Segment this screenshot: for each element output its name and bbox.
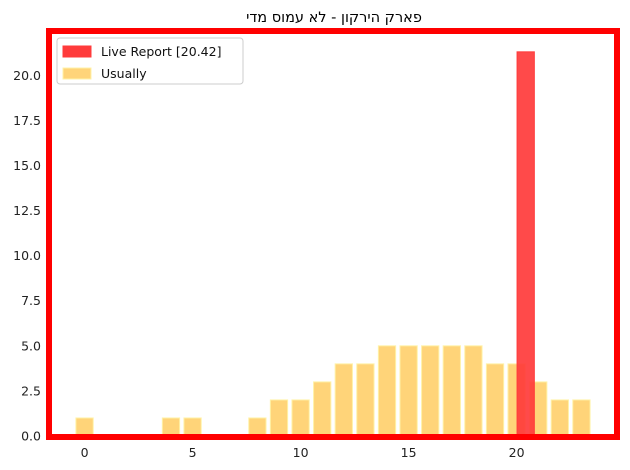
usual-bar: [248, 417, 267, 437]
usual-bar: [269, 399, 289, 437]
usual-bar: [421, 345, 440, 437]
y-tick-label: 20.0: [13, 68, 41, 83]
y-tick-label: 5.0: [21, 338, 41, 353]
y-tick-label: 10.0: [13, 248, 41, 263]
usual-bar: [464, 345, 483, 437]
y-axis: 0.0 2.5 5.0 7.5 10.0 12.5 15.0 17.5 20.0: [13, 68, 50, 444]
x-tick-label: 5: [189, 445, 197, 460]
highlight-frame: [46, 28, 620, 440]
usual-bar: [572, 399, 591, 437]
usual-bar: [356, 363, 375, 437]
usual-bar: [75, 417, 94, 437]
usual-bar: [485, 363, 505, 437]
legend[interactable]: Live Report [20.42] Usually: [56, 37, 244, 85]
y-tick-label: 0.0: [21, 429, 41, 444]
usual-bar: [291, 399, 310, 437]
x-tick-label: 20: [509, 445, 525, 460]
chart-title: פארק הירקון - לא עמוס מדי: [246, 10, 422, 26]
live-bar: [516, 51, 535, 437]
legend-box: [56, 37, 244, 85]
usual-series-bars: [75, 345, 591, 437]
usual-bar: [334, 363, 353, 437]
usual-bar: [313, 381, 332, 437]
legend-label: Live Report [20.42]: [101, 44, 221, 59]
y-tick-label: 2.5: [21, 383, 41, 398]
usual-bar: [442, 345, 461, 437]
usual-bar: [161, 417, 181, 437]
y-tick-label: 15.0: [13, 158, 41, 173]
y-tick-label: 7.5: [21, 293, 41, 308]
usual-bar: [377, 345, 397, 437]
x-tick-label: 15: [401, 445, 417, 460]
live-series-bars: [516, 51, 535, 437]
x-tick-label: 10: [293, 445, 309, 460]
legend-label: Usually: [101, 66, 147, 81]
usual-bar: [550, 399, 569, 437]
y-tick-label: 12.5: [13, 203, 41, 218]
legend-swatch: [62, 67, 92, 80]
x-tick-label: 0: [81, 445, 89, 460]
y-tick-label: 17.5: [13, 113, 41, 128]
usual-bar: [399, 345, 418, 437]
usual-bar: [183, 417, 202, 437]
legend-swatch: [62, 45, 92, 58]
